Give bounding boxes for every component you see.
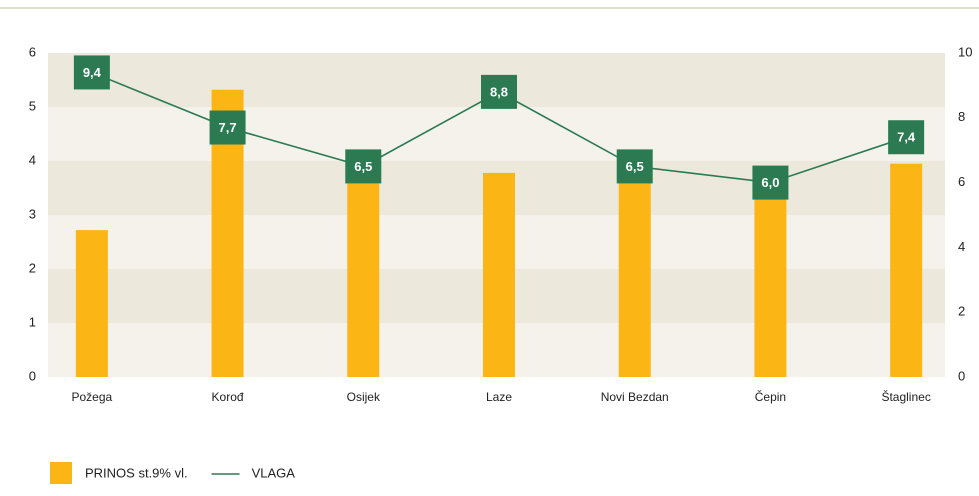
value-label-box [345, 149, 382, 184]
y2-tick-label: 2 [958, 304, 965, 319]
x-tick-label: Požega [72, 390, 113, 404]
value-label: 7,7 [219, 120, 237, 135]
grid-band [48, 107, 945, 161]
bar [347, 163, 380, 377]
y2-tick-label: 0 [958, 368, 965, 383]
bar [483, 172, 515, 377]
legend-label: VLAGA [252, 465, 296, 480]
y2-tick-label: 4 [958, 239, 965, 254]
value-label-box [752, 165, 789, 200]
y-tick-label: 0 [29, 368, 36, 383]
value-label-box [616, 149, 653, 184]
value-label-box [888, 120, 925, 155]
x-tick-label: Štaglinec [881, 389, 930, 404]
y2-tick-label: 8 [958, 109, 965, 124]
x-tick-label: Laze [486, 390, 512, 404]
y2-tick-label: 6 [958, 174, 965, 189]
y-tick-label: 5 [29, 98, 36, 113]
x-tick-label: Novi Bezdan [601, 390, 669, 404]
y-tick-label: 4 [29, 152, 36, 167]
x-tick-label: Korođ [212, 390, 244, 404]
value-label: 8,8 [490, 84, 508, 99]
x-tick-label: Čepin [755, 389, 786, 404]
y-tick-label: 3 [29, 206, 36, 221]
value-label: 6,5 [354, 159, 372, 174]
bar [618, 174, 651, 377]
bar [754, 167, 787, 377]
y-tick-label: 6 [29, 44, 36, 59]
legend-swatch [50, 462, 72, 484]
value-label: 6,0 [761, 175, 779, 190]
y2-tick-label: 10 [958, 44, 972, 59]
x-tick-label: Osijek [347, 390, 381, 404]
value-label-box [209, 110, 246, 145]
value-label-box [73, 55, 110, 90]
y-tick-label: 1 [29, 314, 36, 329]
value-label-box [481, 74, 517, 109]
legend-label: PRINOS st.9% vl. [85, 465, 188, 480]
bar [75, 230, 108, 377]
value-label: 9,4 [83, 65, 102, 80]
value-label: 7,4 [897, 130, 916, 145]
value-label: 6,5 [626, 159, 644, 174]
bar [890, 163, 923, 377]
y-tick-label: 2 [29, 260, 36, 275]
